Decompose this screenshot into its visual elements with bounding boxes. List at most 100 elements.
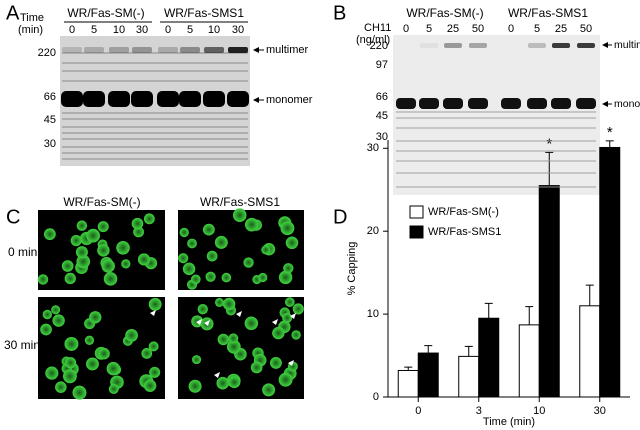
- mw-marker: 45: [44, 114, 56, 126]
- cell: [226, 339, 241, 354]
- cell: [243, 257, 254, 268]
- blot-band: [61, 91, 83, 107]
- arrowhead: [272, 319, 278, 325]
- cell: [202, 223, 215, 236]
- cell: [284, 297, 295, 307]
- bar: [579, 305, 601, 398]
- blot-band: [62, 146, 248, 148]
- arrowhead: [214, 372, 220, 378]
- y-tick-label: 0: [373, 391, 379, 403]
- significance-marker: *: [546, 135, 552, 152]
- y-tick-label: 10: [367, 308, 379, 320]
- western-blot: [393, 35, 600, 195]
- blot-band: [62, 158, 248, 160]
- lane-label: 50: [580, 23, 592, 35]
- cell: [84, 335, 95, 345]
- lane-label: 25: [555, 23, 567, 35]
- cell: [197, 304, 208, 315]
- cell: [65, 357, 77, 369]
- cell: [97, 244, 110, 257]
- cell: [278, 270, 293, 285]
- cell: [76, 254, 91, 269]
- legend-swatch: [409, 205, 424, 219]
- blot-band: [157, 91, 179, 107]
- lane-label: 5: [534, 23, 540, 35]
- cell: [121, 259, 131, 269]
- cell: [62, 369, 77, 384]
- lane-title: Time: [20, 12, 44, 24]
- lane-title: (ng/ml): [356, 34, 390, 46]
- x-axis-label: Time (min): [483, 416, 535, 428]
- legend-label: WR/Fas-SM(-): [428, 206, 499, 218]
- cell: [278, 372, 293, 387]
- error-bar: [484, 302, 493, 319]
- cell: [261, 245, 271, 255]
- blot-band: [84, 47, 104, 53]
- cell: [206, 250, 218, 262]
- cell: [250, 361, 263, 374]
- cell: [43, 228, 56, 241]
- bar: [518, 324, 540, 398]
- mw-marker: 30: [44, 138, 56, 150]
- cell: [244, 217, 259, 232]
- blot-band: [396, 127, 596, 129]
- lane-label: 5: [91, 24, 97, 36]
- group-label: WR/Fas-SMS1: [164, 6, 244, 20]
- cell: [51, 305, 61, 315]
- arrowhead: [288, 360, 294, 366]
- cell: [148, 341, 159, 352]
- blot-band: [551, 98, 571, 109]
- blot-band: [132, 47, 152, 53]
- panel-label: D: [333, 206, 347, 228]
- arrowhead: [290, 313, 296, 319]
- blot-band: [62, 118, 248, 120]
- blot-band: [62, 112, 248, 114]
- blot-band: [552, 43, 570, 48]
- blot-band: [108, 91, 130, 107]
- blot-band: [528, 43, 546, 48]
- lane-label: 30: [136, 24, 148, 36]
- lane-label: 0: [403, 23, 409, 35]
- cell: [187, 238, 197, 249]
- cell: [283, 263, 294, 274]
- blot-band: [179, 91, 201, 107]
- blot-band: [419, 98, 439, 109]
- micrographs: [37, 208, 304, 400]
- arrowhead: [236, 311, 242, 317]
- row-label: 0 min: [8, 245, 37, 259]
- column-label: WR/Fas-SMS1: [200, 195, 280, 209]
- blot-band: [396, 186, 596, 188]
- band-label: multimer: [266, 44, 309, 56]
- cell: [103, 272, 118, 286]
- error-bar: [404, 366, 413, 371]
- mw-marker: 66: [376, 91, 388, 103]
- blot-band: [62, 47, 82, 53]
- cell: [222, 297, 236, 311]
- lane-label: 25: [447, 23, 459, 35]
- cell: [269, 356, 282, 369]
- arrow-head: [253, 47, 259, 53]
- panel-label: C: [6, 206, 20, 228]
- cell: [232, 208, 247, 222]
- blot-band: [444, 43, 462, 48]
- cell: [42, 309, 53, 320]
- cell: [98, 347, 110, 360]
- cell: [149, 366, 161, 378]
- band-label: monomer: [266, 94, 313, 106]
- legend-label: WR/Fas-SMS1: [428, 226, 501, 238]
- cell: [37, 274, 49, 285]
- lane-label: 10: [208, 24, 220, 36]
- lane-label: 0: [69, 24, 75, 36]
- cell: [70, 234, 82, 247]
- mw-marker: 45: [376, 110, 388, 122]
- blot-band: [227, 91, 249, 107]
- blot-band: [396, 172, 596, 174]
- cell: [143, 379, 157, 392]
- cell: [272, 326, 285, 340]
- blot-band: [62, 138, 248, 140]
- cell: [214, 297, 224, 307]
- cell: [52, 314, 65, 327]
- band-label: monomer: [614, 98, 640, 110]
- cell: [228, 333, 239, 344]
- cell: [244, 316, 259, 331]
